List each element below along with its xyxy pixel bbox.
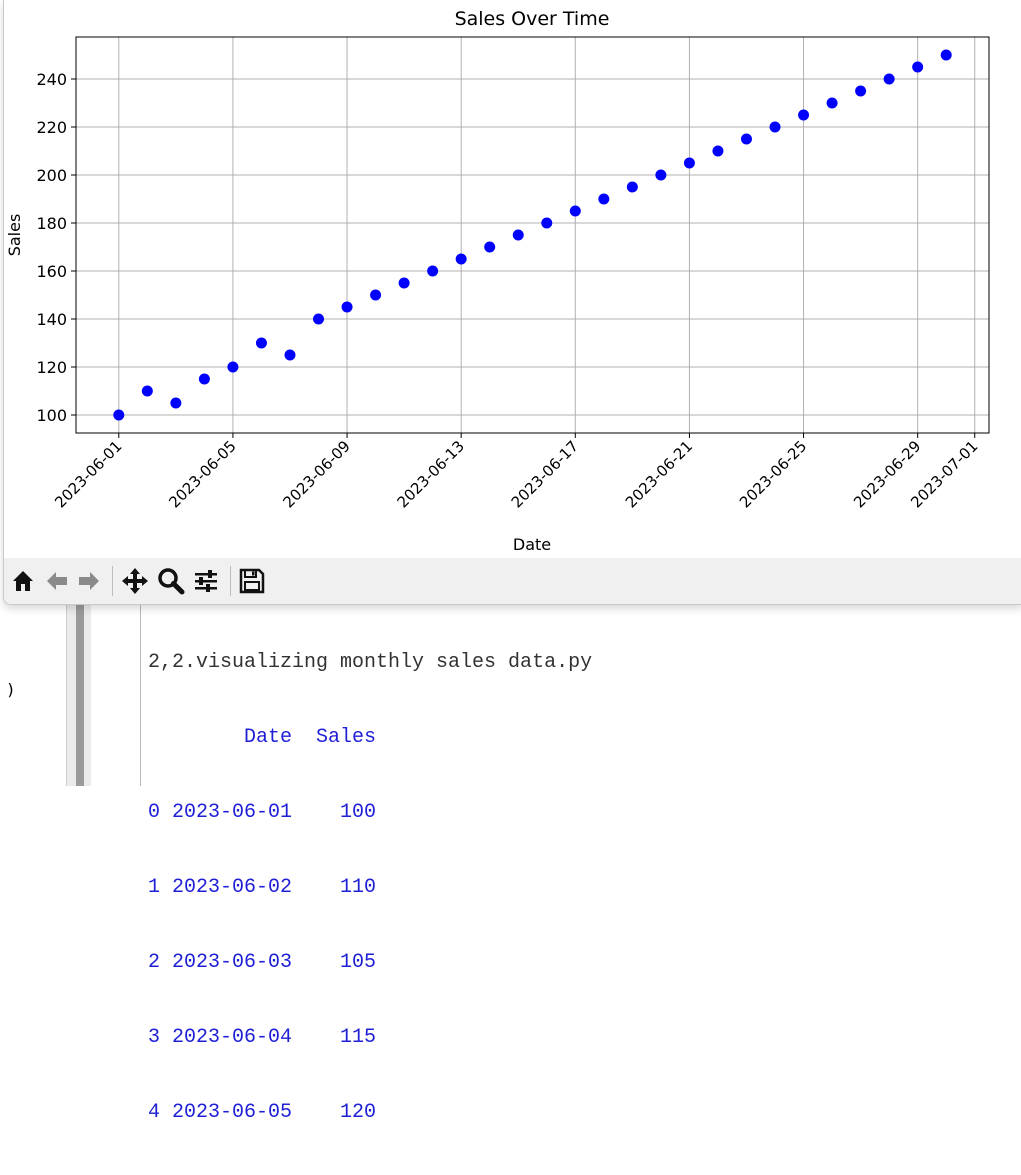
chart-title: Sales Over Time <box>455 8 610 30</box>
console-table-header: Date Sales <box>148 726 377 749</box>
scatter-point <box>455 253 467 265</box>
figure-background <box>4 0 1021 558</box>
configure-subplots-button[interactable] <box>191 566 221 596</box>
scatter-point <box>427 265 439 277</box>
scatter-point <box>826 97 838 109</box>
scatter-point <box>512 229 524 241</box>
scatter-point <box>141 385 153 397</box>
y-tick-label: 160 <box>36 262 67 281</box>
grid-lines <box>76 37 989 433</box>
scatter-point <box>341 301 353 313</box>
scatter-point <box>255 337 267 349</box>
figure-window: 100 120 140 160 180 200 220 240 2023-06-01 2023-0… <box>3 0 1021 605</box>
scatter-point <box>198 373 210 385</box>
console-table-row: 2 2023-06-03 105 <box>148 951 377 974</box>
console-table-row: 1 2023-06-02 110 <box>148 876 377 899</box>
scatter-point <box>541 217 553 229</box>
toolbar-separator <box>230 566 231 596</box>
pan-button[interactable] <box>120 566 150 596</box>
scatter-point <box>940 49 952 61</box>
home-button[interactable] <box>8 566 38 596</box>
axes-frame <box>75 36 990 434</box>
x-axis-label: Date <box>513 535 551 554</box>
console-command-line: 2,2.visualizing monthly sales data.py <box>148 651 593 674</box>
ide-left-panel <box>0 600 66 786</box>
console-table-row: 4 2023-06-05 120 <box>148 1101 377 1124</box>
scatter-point <box>769 121 781 133</box>
pan-icon <box>122 568 148 594</box>
scatter-point <box>170 397 182 409</box>
scatter-points <box>113 49 952 421</box>
configure-subplots-icon <box>195 570 217 592</box>
scatter-point <box>398 277 410 289</box>
zoom-icon <box>158 568 185 595</box>
ide-divider <box>140 600 141 786</box>
back-button[interactable] <box>42 566 72 596</box>
save-icon <box>239 568 265 594</box>
scatter-point <box>683 157 695 169</box>
figure-toolbar <box>4 558 1021 604</box>
zoom-button[interactable] <box>156 566 186 596</box>
scatter-point <box>227 361 239 373</box>
console-table-row: 3 2023-06-04 115 <box>148 1026 377 1049</box>
scatter-point <box>712 145 724 157</box>
forward-icon <box>79 572 99 590</box>
scatter-point <box>912 61 924 73</box>
back-icon <box>47 572 67 590</box>
scatter-point <box>484 241 496 253</box>
home-icon <box>13 571 33 591</box>
scatter-point <box>113 409 125 421</box>
console-table-row: 0 2023-06-01 100 <box>148 801 377 824</box>
console-output: 2,2.visualizing monthly sales data.py Da… <box>148 600 1018 1124</box>
y-axis-label: Sales <box>5 214 24 257</box>
scatter-point <box>626 181 638 193</box>
scatter-point <box>883 73 895 85</box>
scatter-point <box>598 193 610 205</box>
scatter-point <box>313 313 325 325</box>
scatter-point <box>855 85 867 97</box>
scatter-point <box>569 205 581 217</box>
scatter-point <box>284 349 296 361</box>
y-tick-label: 120 <box>36 358 67 377</box>
save-button[interactable] <box>237 566 267 596</box>
toolbar-separator <box>112 566 113 596</box>
scatter-point <box>740 133 752 145</box>
ide-scrollbar[interactable] <box>76 600 84 786</box>
scatter-point <box>370 289 382 301</box>
scatter-point <box>798 109 810 121</box>
forward-button[interactable] <box>74 566 104 596</box>
y-tick-label: 240 <box>36 70 67 89</box>
y-tick-label: 180 <box>36 214 67 233</box>
y-tick-label: 140 <box>36 310 67 329</box>
y-tick-label: 200 <box>36 166 67 185</box>
y-tick-label: 220 <box>36 118 67 137</box>
scatter-point <box>655 169 667 181</box>
y-tick-label: 100 <box>36 406 67 425</box>
ide-code-fragment: ) <box>6 680 16 699</box>
